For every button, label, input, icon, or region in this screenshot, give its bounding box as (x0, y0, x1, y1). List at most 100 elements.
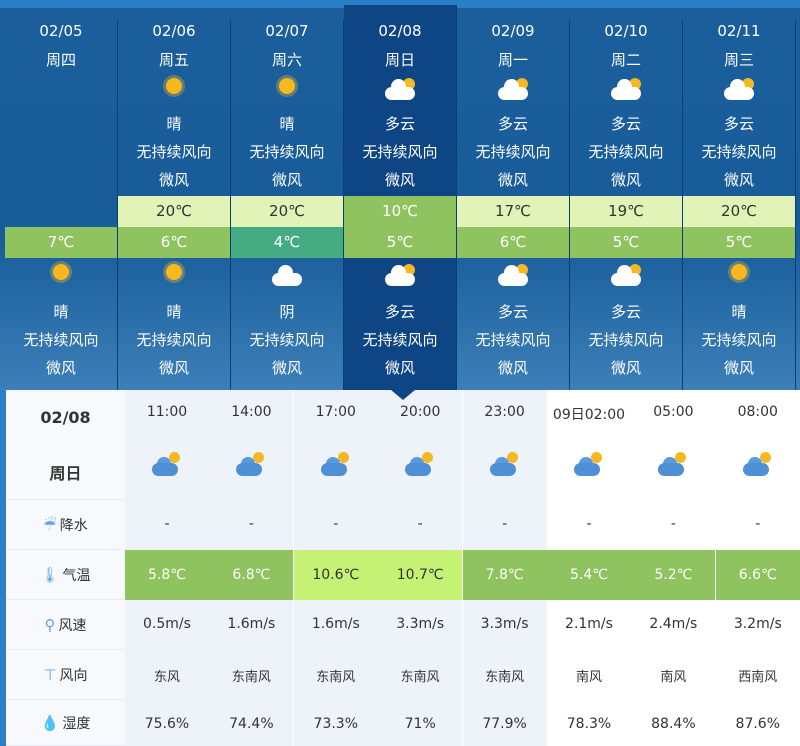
day-weekday: 周六 (271, 51, 302, 69)
night-wind: 微风 (45, 359, 76, 377)
detail-date: 02/08 (6, 390, 125, 445)
night-wind: 微风 (384, 359, 415, 377)
day-weather: 晴 (166, 115, 182, 133)
night-weather: 晴 (166, 303, 182, 321)
hour-temp: 6.8℃ (209, 550, 294, 600)
low-temp: 7℃ (5, 227, 117, 258)
hour-time: 23:00 (484, 404, 525, 420)
hour-humidity: 77.9% (482, 716, 527, 732)
night-wind-dir: 无持续风向 (362, 331, 438, 349)
hour-wind-dir: 东南风 (316, 670, 356, 685)
hour-temp: 10.7℃ (378, 550, 463, 600)
humidity-label: 湿度 (62, 715, 91, 732)
high-temp: 20℃ (118, 196, 230, 227)
hour-wind-speed: 3.3m/s (480, 616, 529, 632)
day-date: 02/08 (378, 22, 422, 40)
high-temp: 20℃ (683, 196, 795, 227)
day-wind-dir: 无持续风向 (362, 143, 438, 161)
night-wind-dir: 无持续风向 (136, 331, 212, 349)
hour-time: 11:00 (146, 404, 188, 420)
day-weather: 多云 (497, 115, 528, 133)
rain-icon: ☔ (43, 515, 57, 534)
hour-temp: 7.8℃ (462, 550, 547, 600)
hour-humidity: 71% (404, 716, 436, 732)
partly-cloudy-icon (385, 264, 415, 286)
low-temp: 6℃ (118, 227, 230, 258)
partly-cloudy-icon (320, 452, 351, 476)
sunny-icon (731, 264, 747, 280)
day-column[interactable]: 02/11 周三 多云 无持续风向 微风 20℃ 5℃ 晴 无持续风向 微风 (683, 20, 796, 390)
hour-humidity: 87.6% (735, 716, 781, 732)
day-wind-dir: 无持续风向 (136, 143, 212, 161)
hour-column: 08:00 - 6.6℃ 3.2m/s 西南风 87.6% (715, 390, 800, 746)
low-temp: 6℃ (457, 227, 569, 258)
low-temp: 5℃ (570, 227, 682, 258)
partly-cloudy-icon (498, 264, 528, 286)
hour-wind-speed: 2.4m/s (649, 616, 698, 632)
hour-humidity: 88.4% (651, 716, 696, 732)
night-wind-dir: 无持续风向 (475, 331, 551, 349)
daily-forecast: 02/05 周四 7℃ 晴 无持续风向 微风 02/06 周五 晴 无持续风向 微风… (0, 5, 800, 390)
day-weekday: 周二 (610, 51, 641, 69)
label-precip: ☔ 降水 (6, 500, 125, 550)
detail-weekday: 周日 (6, 445, 125, 500)
night-weather: 多云 (497, 303, 528, 321)
day-wind: 微风 (271, 171, 302, 189)
hour-precip: - (248, 516, 254, 532)
hourly-forecast: 02/08 周日 ☔ 降水 🌡 气温 ⚲ 风速 ⊤ 风向 💧 湿度 11:00 - 5.8… (6, 390, 800, 746)
day-wind: 微风 (497, 171, 528, 189)
day-weekday: 周三 (723, 51, 754, 69)
day-wind-dir: 无持续风向 (588, 143, 664, 161)
day-wind: 微风 (610, 171, 641, 189)
sunny-icon (166, 264, 182, 280)
day-weekday: 周五 (158, 51, 189, 69)
selected-pointer (391, 390, 415, 400)
sunny-icon (53, 264, 69, 280)
hour-humidity: 75.6% (144, 716, 190, 732)
day-column[interactable]: 02/05 周四 7℃ 晴 无持续风向 微风 (5, 20, 118, 390)
hour-wind-speed: 1.6m/s (227, 616, 276, 632)
wind-vane-icon: ⊤ (43, 665, 57, 684)
hour-wind-dir: 东南风 (231, 670, 271, 685)
day-column[interactable]: 02/10 周二 多云 无持续风向 微风 19℃ 5℃ 多云 无持续风向 微风 (570, 20, 683, 390)
hour-humidity: 74.4% (229, 716, 274, 732)
hour-wind-speed: 3.3m/s (396, 616, 445, 632)
high-temp: 17℃ (457, 196, 569, 227)
hour-humidity: 73.3% (313, 716, 359, 732)
low-temp: 5℃ (344, 227, 456, 258)
hour-precip: - (502, 516, 508, 532)
day-weekday: 周一 (497, 51, 528, 69)
night-wind-dir: 无持续风向 (701, 331, 777, 349)
night-wind-dir: 无持续风向 (588, 331, 664, 349)
low-temp: 4℃ (231, 227, 343, 258)
hour-wind-speed: 0.5m/s (143, 616, 191, 632)
hour-time: 05:00 (653, 404, 694, 420)
day-column[interactable]: 02/08 周日 多云 无持续风向 微风 10℃ 5℃ 多云 无持续风向 微风 (344, 5, 457, 390)
hour-precip: - (670, 516, 676, 532)
hour-precip: - (755, 516, 761, 532)
day-column[interactable]: 02/07 周六 晴 无持续风向 微风 20℃ 4℃ 阴 无持续风向 微风 (231, 20, 344, 390)
night-weather: 晴 (53, 303, 69, 321)
night-wind: 微风 (610, 359, 641, 377)
thermometer-icon: 🌡 (40, 565, 60, 584)
partly-cloudy-icon (574, 452, 604, 476)
day-weather: 多云 (610, 115, 641, 133)
high-temp: 20℃ (231, 196, 343, 227)
partly-cloudy-icon (611, 264, 641, 286)
night-weather: 多云 (610, 303, 641, 321)
speed-label: 风速 (58, 617, 87, 634)
hour-column: 14:00 - 6.8℃ 1.6m/s 东南风 74.4% (209, 390, 294, 746)
low-temp: 5℃ (683, 227, 795, 258)
night-wind: 微风 (723, 359, 754, 377)
night-weather: 阴 (279, 303, 295, 321)
hour-column: 11:00 - 5.8℃ 0.5m/s 东风 75.6% (125, 390, 209, 746)
hour-wind-dir: 西南风 (738, 670, 778, 685)
night-weather: 多云 (384, 303, 415, 321)
hour-wind-dir: 南风 (660, 670, 687, 685)
day-wind-dir: 无持续风向 (701, 143, 777, 161)
day-column[interactable]: 02/09 周一 多云 无持续风向 微风 17℃ 6℃ 多云 无持续风向 微风 (457, 20, 570, 390)
hour-column: 17:00 - 10.6℃ 1.6m/s 东南风 73.3% (293, 390, 378, 746)
hour-wind-dir: 东风 (153, 670, 180, 685)
day-wind-dir: 无持续风向 (249, 143, 325, 161)
day-column[interactable]: 02/06 周五 晴 无持续风向 微风 20℃ 6℃ 晴 无持续风向 微风 (118, 20, 231, 390)
